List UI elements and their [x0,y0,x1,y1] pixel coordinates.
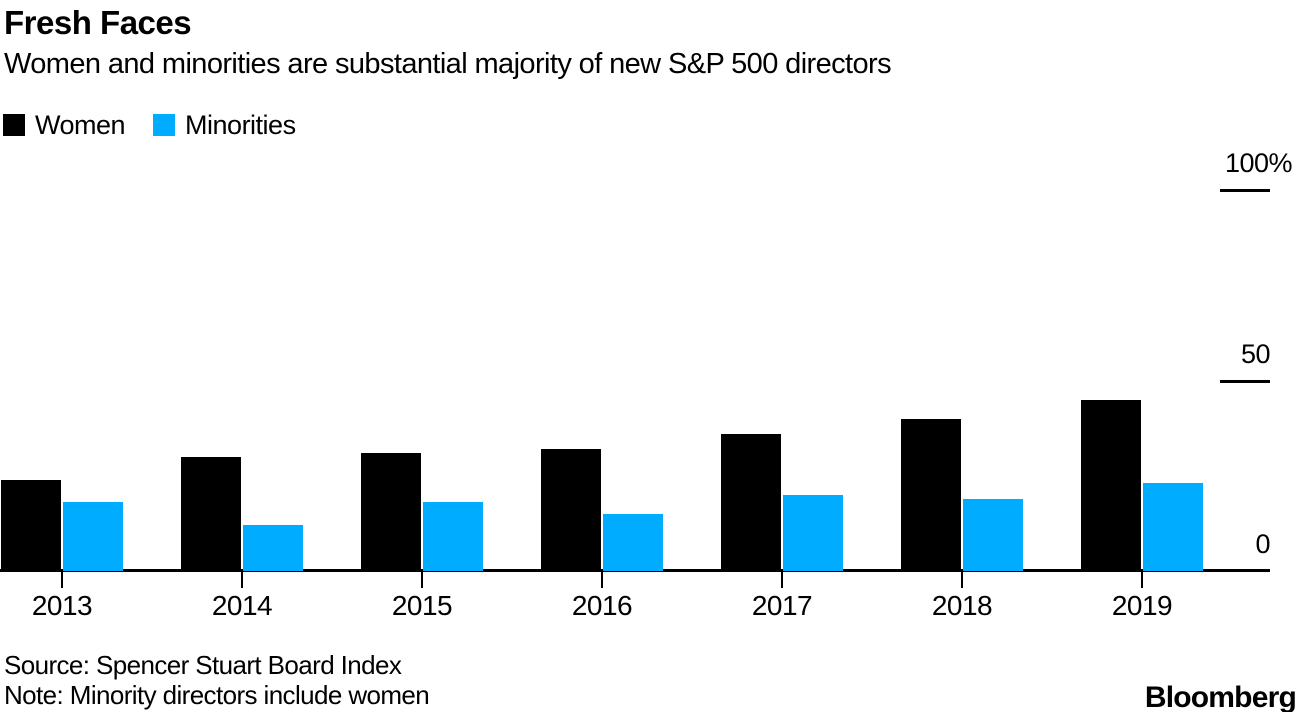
x-label-2015: 2015 [391,590,453,621]
x-tick-2018 [961,572,963,588]
legend: Women Minorities [3,110,296,140]
x-label-2014: 2014 [211,590,273,621]
y-label-50: 50 [1240,338,1271,369]
bar-minorities-2018 [963,498,1023,571]
legend-swatch-women [3,114,25,136]
bar-women-2017 [721,433,781,571]
chart-title: Fresh Faces [4,4,192,41]
bar-women-2016 [541,449,601,571]
bar-women-2018 [901,418,961,571]
x-tick-2015 [421,572,423,588]
chart-subtitle: Women and minorities are substantial maj… [4,48,892,80]
bar-minorities-2014 [243,525,303,571]
bar-minorities-2013 [63,502,123,571]
y-tick-100 [1220,189,1270,192]
x-tick-2016 [601,572,603,588]
bloomberg-logo: Bloomberg [1144,681,1296,712]
bar-women-2015 [361,452,421,571]
bar-women-2014 [181,456,241,571]
source-note: Source: Spencer Stuart Board Index [4,650,402,680]
legend-label-women: Women [35,110,126,140]
x-label-2019: 2019 [1111,590,1173,621]
x-label-2013: 2013 [31,590,93,621]
x-tick-2019 [1141,572,1143,588]
y-label-0: 0 [1255,529,1270,559]
y-label-100: 100% [1224,148,1293,178]
legend-item-women: Women [3,110,126,140]
x-label-2018: 2018 [931,590,993,621]
legend-item-minorities: Minorities [153,110,296,140]
bar-minorities-2016 [603,513,663,571]
bar-minorities-2015 [423,502,483,571]
x-tick-2017 [781,572,783,588]
methodology-note: Note: Minority directors include women [4,680,430,710]
x-tick-2014 [241,572,243,588]
footer: Source: Spencer Stuart Board Index Note:… [4,650,430,710]
legend-label-minorities: Minorities [185,110,296,140]
legend-swatch-minorities [153,114,176,136]
bar-women-2019 [1081,399,1141,571]
bar-minorities-2019 [1143,483,1203,571]
bar-minorities-2017 [783,494,843,571]
y-tick-50 [1220,379,1270,383]
x-tick-2013 [61,572,63,588]
x-label-2017: 2017 [751,590,813,621]
x-label-2016: 2016 [571,590,633,621]
bar-women-2013 [1,479,61,571]
